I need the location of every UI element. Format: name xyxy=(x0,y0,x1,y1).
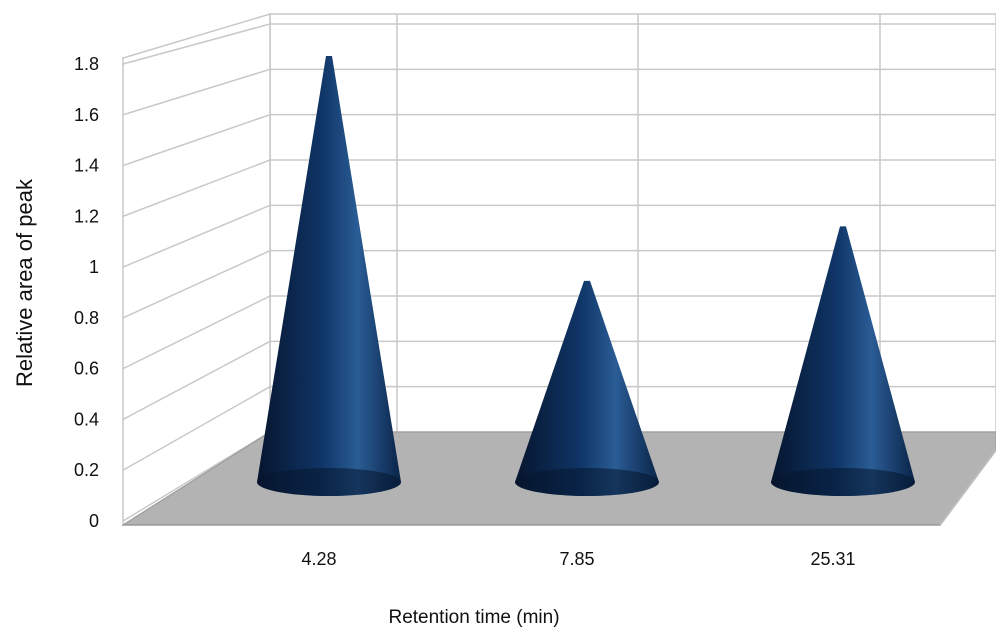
x-axis-title: Retention time (min) xyxy=(388,607,559,628)
cone-bar xyxy=(257,56,401,496)
x-tick-labels: 4.28 7.85 25.31 xyxy=(301,549,855,569)
back-wall xyxy=(269,13,996,433)
x-tick-label: 4.28 xyxy=(301,549,336,569)
cone-base xyxy=(515,468,659,496)
y-tick-label: 1 xyxy=(89,257,99,277)
cone-bar xyxy=(515,280,659,496)
y-axis-title: Relative area of peak xyxy=(12,178,37,387)
side-wall xyxy=(122,12,271,527)
y-tick-label: 0.8 xyxy=(74,308,99,328)
y-tick-label: 0.2 xyxy=(74,460,99,480)
horizontal-gridline-side xyxy=(122,68,271,116)
y-tick-label: 0 xyxy=(89,511,99,531)
horizontal-gridline-side xyxy=(122,249,271,319)
y-tick-label: 0.4 xyxy=(74,409,99,429)
horizontal-gridline-side xyxy=(122,431,271,522)
horizontal-gridline-side xyxy=(122,295,271,370)
cone-base xyxy=(257,468,401,496)
y-tick-label: 1.2 xyxy=(74,206,99,226)
horizontal-gridline-side xyxy=(122,204,271,268)
x-tick-label: 25.31 xyxy=(810,549,855,569)
horizontal-gridline-side xyxy=(122,23,271,65)
cone-bar xyxy=(771,226,915,496)
horizontal-gridline-side xyxy=(122,340,271,421)
y-tick-label: 0.6 xyxy=(74,359,99,379)
y-tick-label: 1.4 xyxy=(74,156,99,176)
cone-base xyxy=(771,468,915,496)
horizontal-gridline-side xyxy=(122,159,271,218)
x-tick-label: 7.85 xyxy=(559,549,594,569)
horizontal-gridline-side xyxy=(122,113,271,167)
cones xyxy=(257,56,915,496)
y-tick-label: 1.8 xyxy=(74,54,99,74)
floor-edge xyxy=(939,449,996,526)
y-tick-labels: 0 0.2 0.4 0.6 0.8 1 1.2 1.4 1.6 1.8 xyxy=(74,54,99,531)
y-tick-label: 1.6 xyxy=(74,105,99,125)
horizontal-gridline-side xyxy=(122,386,271,471)
